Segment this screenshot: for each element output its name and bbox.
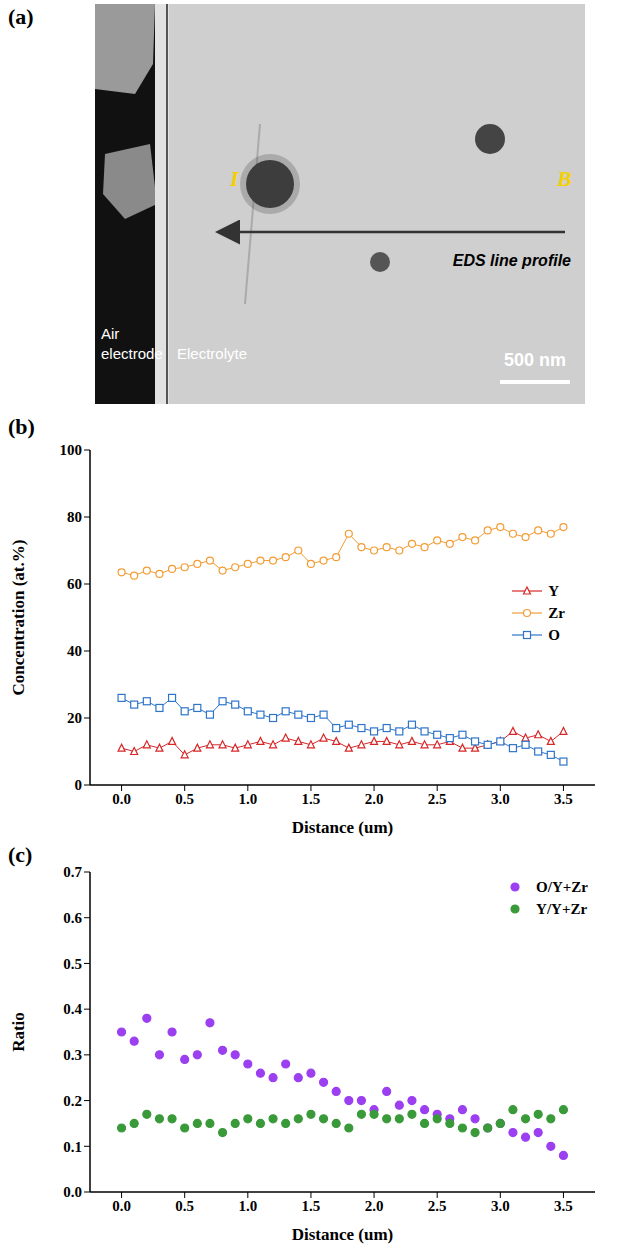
html-text:(c): (c) xyxy=(8,842,33,867)
svg-text:Concentration (at.%): Concentration (at.%) xyxy=(9,540,28,696)
svg-text:0.3: 0.3 xyxy=(63,1047,82,1063)
html-text:Y: Y xyxy=(548,582,560,599)
svg-text:I: I xyxy=(229,166,240,191)
html-text:O: O xyxy=(548,626,560,643)
svg-text:0.0: 0.0 xyxy=(112,1198,131,1214)
svg-text:3.5: 3.5 xyxy=(554,1198,573,1214)
svg-text:100: 100 xyxy=(60,442,83,458)
svg-text:0: 0 xyxy=(75,777,83,793)
svg-text:2.5: 2.5 xyxy=(428,1198,447,1214)
svg-text:0.6: 0.6 xyxy=(63,910,82,926)
html-text:O/Y+Zr: O/Y+Zr xyxy=(536,878,588,895)
svg-text:Ratio: Ratio xyxy=(9,1012,28,1052)
svg-text:0.5: 0.5 xyxy=(175,1198,194,1214)
svg-text:Electrolyte: Electrolyte xyxy=(177,345,247,362)
svg-text:80: 80 xyxy=(67,509,82,525)
svg-text:0.0: 0.0 xyxy=(112,791,131,807)
svg-text:0.5: 0.5 xyxy=(175,791,194,807)
svg-text:3.0: 3.0 xyxy=(491,791,510,807)
svg-text:Air: Air xyxy=(101,325,119,342)
svg-text:electrode: electrode xyxy=(101,345,163,362)
svg-text:2.5: 2.5 xyxy=(428,791,447,807)
svg-text:0.1: 0.1 xyxy=(63,1139,82,1155)
svg-text:0.0: 0.0 xyxy=(63,1184,82,1200)
html-text:Y/Y+Zr: Y/Y+Zr xyxy=(536,900,588,917)
svg-text:500 nm: 500 nm xyxy=(504,350,566,370)
svg-text:Distance (um): Distance (um) xyxy=(292,1225,394,1244)
svg-text:Distance (um): Distance (um) xyxy=(292,818,394,837)
svg-text:0.2: 0.2 xyxy=(63,1093,82,1109)
html-text:Zr: Zr xyxy=(548,604,565,621)
svg-text:20: 20 xyxy=(67,710,82,726)
svg-text:0.7: 0.7 xyxy=(63,864,82,880)
svg-text:40: 40 xyxy=(67,643,82,659)
svg-text:EDS line profile: EDS line profile xyxy=(453,252,571,269)
html-text:(a): (a) xyxy=(8,4,34,29)
svg-text:B: B xyxy=(556,166,572,191)
svg-text:2.0: 2.0 xyxy=(365,791,384,807)
svg-text:2.0: 2.0 xyxy=(365,1198,384,1214)
svg-text:0.5: 0.5 xyxy=(63,956,82,972)
svg-text:1.5: 1.5 xyxy=(302,1198,321,1214)
svg-text:1.5: 1.5 xyxy=(302,791,321,807)
svg-text:1.0: 1.0 xyxy=(238,1198,257,1214)
html-text:(b): (b) xyxy=(8,414,35,439)
svg-text:3.5: 3.5 xyxy=(554,791,573,807)
svg-text:1.0: 1.0 xyxy=(238,791,257,807)
svg-text:0.4: 0.4 xyxy=(63,1001,82,1017)
svg-text:3.0: 3.0 xyxy=(491,1198,510,1214)
svg-text:60: 60 xyxy=(67,576,82,592)
